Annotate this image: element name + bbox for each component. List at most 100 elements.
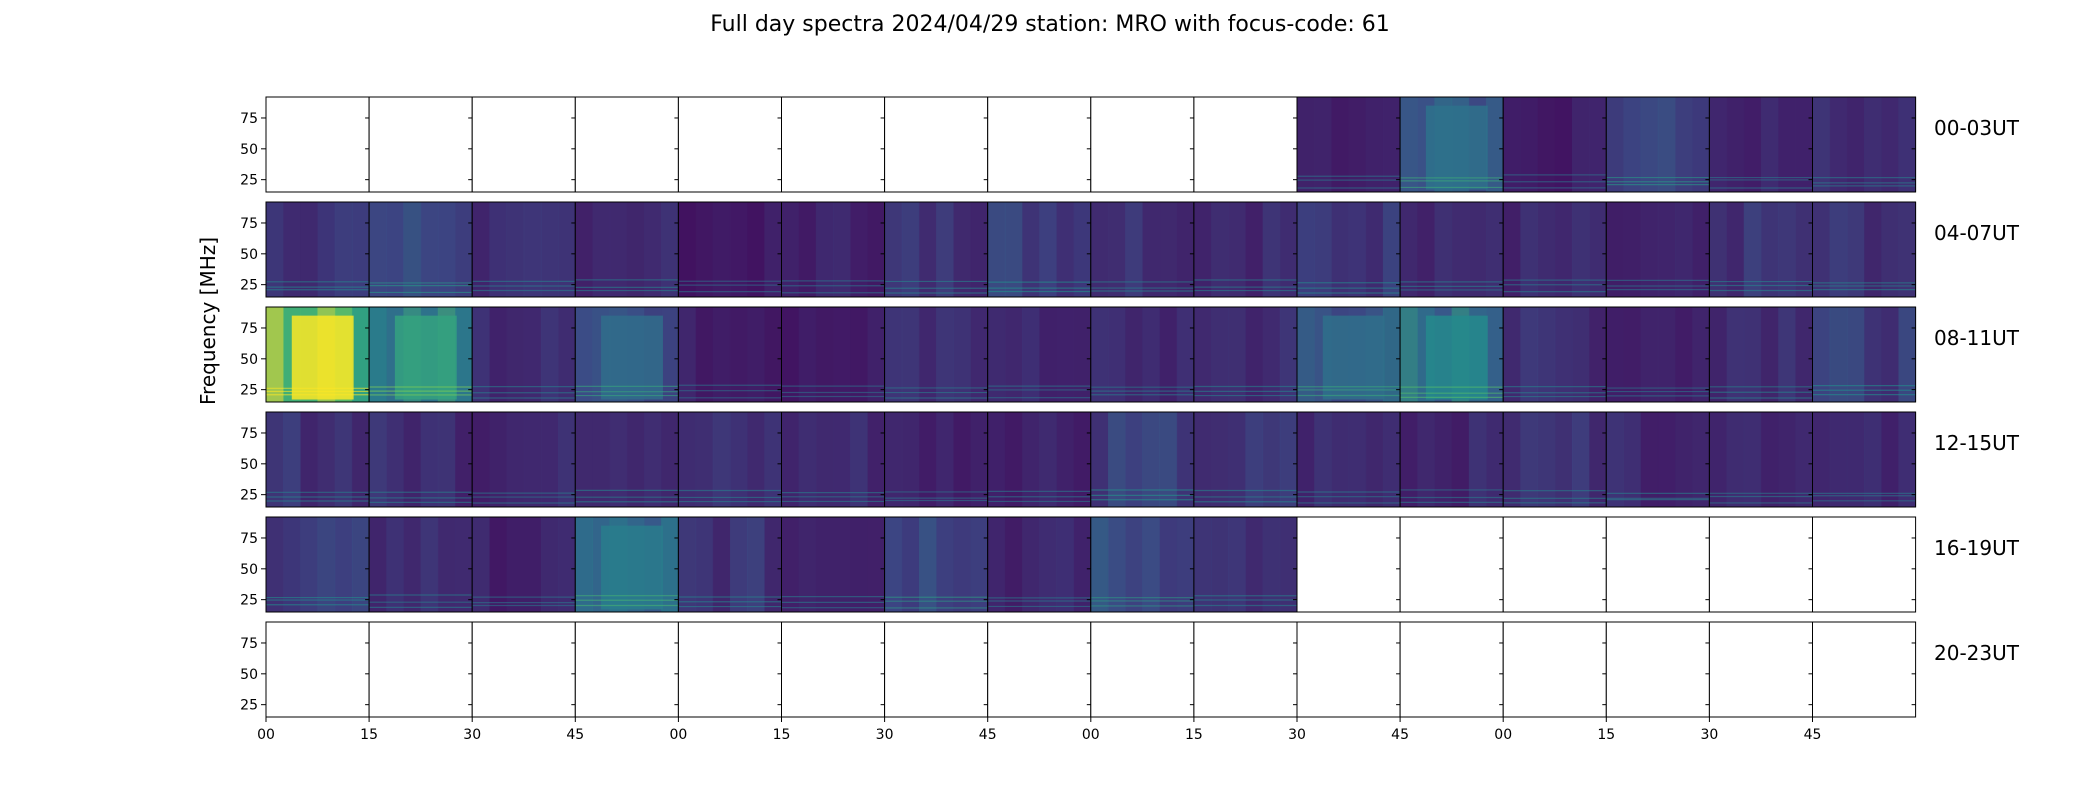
spectrogram-band (1382, 412, 1401, 507)
spectrogram-band (833, 412, 851, 507)
spectrogram-band (1898, 307, 1917, 402)
spectrogram-band (472, 517, 490, 612)
y-tick-label: 75 (240, 216, 258, 232)
spectrogram-panel (987, 412, 1092, 507)
spectrogram-band (455, 517, 473, 612)
spectrogram-band (1881, 97, 1899, 192)
spectrogram-panel (1193, 307, 1298, 402)
spectrogram-band (506, 517, 525, 612)
spectrogram-band (523, 412, 542, 507)
spectrogram-band (1623, 97, 1642, 192)
y-tick-label: 50 (240, 667, 258, 683)
spectrogram-panel (1090, 307, 1195, 402)
panel-frame (1812, 516, 1917, 613)
spectrogram-band (1795, 202, 1813, 297)
spectrogram-band (472, 412, 490, 507)
spectrogram-panel (884, 202, 989, 297)
spectrogram-band (1571, 97, 1590, 192)
spectrogram-band (1657, 202, 1676, 297)
spectrogram-band (1176, 517, 1195, 612)
spectrogram-band (695, 517, 714, 612)
y-tick-label: 50 (240, 562, 258, 578)
spectrogram-band (369, 202, 387, 297)
spectrogram-band (1004, 517, 1023, 612)
y-tick-label: 75 (240, 636, 258, 652)
spectrogram-panel (1606, 202, 1710, 297)
empty-panel (1193, 97, 1297, 192)
spectrogram-band (1073, 202, 1092, 297)
y-tick-label: 75 (240, 321, 258, 337)
spectrogram-band (1228, 412, 1246, 507)
spectrogram-band (266, 307, 284, 402)
x-tick-label: 45 (1391, 727, 1409, 743)
spectrogram-band (1022, 307, 1040, 402)
spectrogram-panel (1812, 412, 1917, 507)
spectrogram-band (351, 202, 370, 297)
spectrogram-band (1331, 97, 1350, 192)
spectrogram-panel (575, 412, 679, 507)
spectrogram-band (1795, 307, 1813, 402)
spectrogram-band (712, 517, 731, 612)
panel-frame (1812, 306, 1917, 403)
spectrogram-band (953, 517, 972, 612)
spectrogram-band (867, 202, 886, 297)
spectrogram-band (1692, 97, 1710, 192)
spectrogram-band (1795, 97, 1813, 192)
spectrogram-band (334, 517, 353, 612)
spectrogram-band (1778, 307, 1796, 402)
spectrogram-band (987, 517, 1006, 612)
spectrogram-band (1004, 202, 1023, 297)
spectrogram-band (472, 307, 490, 402)
spectrogram-band (300, 412, 319, 507)
spectrogram-band (1314, 412, 1332, 507)
spectrogram-band (729, 517, 748, 612)
spectrogram-band (833, 307, 851, 402)
spectrogram-band (369, 517, 387, 612)
row-label: 00-03UT (1934, 116, 2020, 140)
spectrogram-band (1675, 97, 1693, 192)
spectrogram-panel (1297, 307, 1401, 402)
spectrogram-band (918, 517, 937, 612)
spectrogram-burst (1425, 315, 1488, 400)
spectrogram-band (1039, 517, 1057, 612)
spectrogram-panel (781, 307, 886, 402)
spectrogram-band (1623, 202, 1642, 297)
spectrogram-band (1743, 412, 1762, 507)
panel-frame (1812, 201, 1917, 298)
spectrogram-band (1142, 307, 1161, 402)
spectrogram-band (1846, 412, 1865, 507)
spectrogram-band (1760, 307, 1779, 402)
spectrogram-band (1503, 307, 1521, 402)
x-tick-label: 15 (360, 727, 378, 743)
spectrogram-band (1022, 517, 1040, 612)
spectrogram-panel (884, 412, 989, 507)
spectrogram-panel (1812, 202, 1917, 297)
spectrogram-band (1675, 307, 1693, 402)
x-tick-label: 30 (1288, 727, 1306, 743)
spectrogram-band (455, 412, 473, 507)
spectrogram-panel (369, 202, 473, 297)
empty-panel (1400, 517, 1504, 612)
spectrogram-band (1400, 97, 1418, 192)
spectrogram-band (1176, 202, 1195, 297)
spectrogram-band (729, 307, 748, 402)
spectrogram-band (558, 517, 576, 612)
spectrogram-band (1245, 202, 1264, 297)
spectrogram-panel (1297, 202, 1401, 297)
chart-title: Full day spectra 2024/04/29 station: MRO… (710, 12, 1390, 37)
spectrogram-band (369, 412, 387, 507)
spectrogram-band (1348, 202, 1367, 297)
spectrogram-band (1829, 307, 1848, 402)
spectrogram-burst (394, 315, 457, 400)
spectrogram-band (747, 202, 765, 297)
spectrogram-band (1279, 307, 1298, 402)
empty-panel (1090, 622, 1194, 717)
spectrogram-band (420, 517, 439, 612)
spectrogram-band (1297, 412, 1315, 507)
spectrogram-band (266, 412, 284, 507)
spectrogram-band (1090, 517, 1109, 612)
row-label: 08-11UT (1934, 326, 2020, 350)
spectrogram-band (1589, 202, 1607, 297)
spectrogram-band (1176, 412, 1195, 507)
spectrogram-band (936, 202, 954, 297)
